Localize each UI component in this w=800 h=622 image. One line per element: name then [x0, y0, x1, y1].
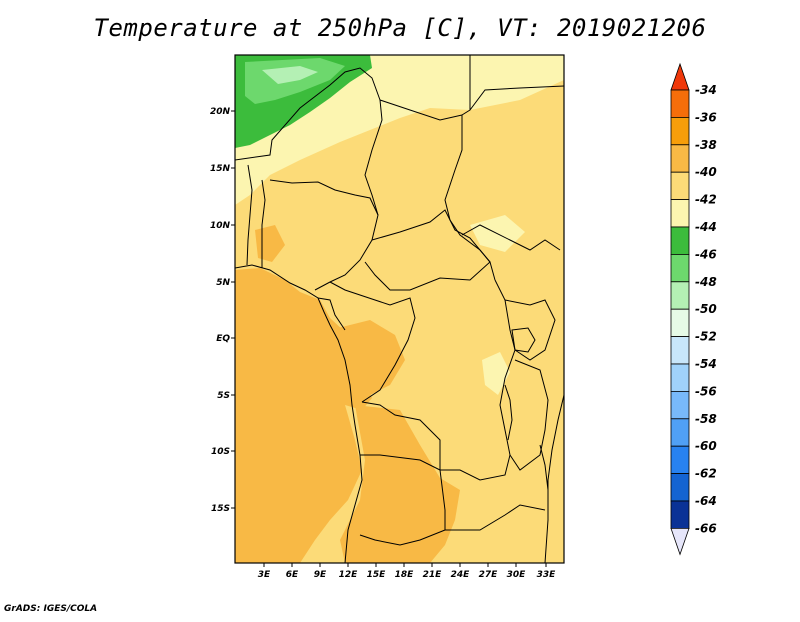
colorbar-segment: [670, 336, 690, 365]
lat-label: 20N: [210, 107, 231, 117]
colorbar-label: -44: [695, 220, 717, 234]
lon-label: 21E: [423, 570, 443, 580]
borders: [235, 55, 564, 563]
colorbar-segment: [670, 281, 690, 310]
colorbar-label: -42: [695, 193, 717, 207]
grads-credit: GrADS: IGES/COLA: [4, 604, 98, 614]
field-patch-lakes-42: [482, 352, 510, 395]
colorbar-segment: [670, 418, 690, 447]
colorbar-segment: [670, 473, 690, 502]
border-benin: [246, 164, 253, 266]
colorbar-segment: [670, 390, 690, 420]
colorbar-label: -64: [695, 494, 717, 508]
lon-label: 18E: [395, 570, 415, 580]
colorbar-label: -38: [695, 138, 717, 152]
lon-label: 9E: [314, 570, 327, 580]
colorbar-segment: [670, 89, 690, 118]
border-zambia-south: [445, 504, 546, 531]
border-congo-drc: [329, 281, 416, 403]
colorbar-label: -52: [695, 330, 717, 344]
colorbar-label: -46: [695, 247, 717, 261]
colorbar-segment: [670, 199, 690, 228]
field-band-48: [262, 66, 318, 84]
colorbar-segment: [670, 144, 690, 173]
lat-label: EQ: [216, 334, 230, 344]
field-band-38-south: [340, 405, 460, 563]
border-drc-east: [361, 279, 516, 481]
lake-malawi: [539, 444, 549, 491]
colorbar-label: -62: [695, 467, 717, 481]
colorbar-arrow-top: [670, 62, 690, 91]
lat-label: 10N: [210, 221, 231, 231]
lon-label: 6E: [286, 570, 299, 580]
colorbar-segment: [670, 363, 690, 392]
colorbar-segment: [670, 171, 690, 200]
colorbar-arrow-bottom: [670, 528, 690, 556]
lat-label: 10S: [211, 447, 230, 457]
colorbar-label: -58: [695, 412, 717, 426]
border-uganda-kenya: [504, 299, 556, 361]
border-nigeria-cameroon: [269, 179, 379, 291]
temperature-field: [235, 55, 564, 563]
lon-label: 27E: [479, 570, 499, 580]
colorbar-label: -54: [695, 357, 717, 371]
colorbar-segment: [670, 117, 690, 146]
colorbar-label: -56: [695, 384, 717, 398]
border-niger-chad: [379, 99, 463, 121]
border-sudan-south: [461, 224, 561, 251]
lake-victoria: [511, 327, 536, 353]
colorbar-segment: [670, 445, 690, 475]
colorbar-segment: [670, 500, 690, 529]
border-gabon-eq: [317, 297, 346, 331]
lon-label: 3E: [258, 570, 271, 580]
lat-label: 5S: [217, 391, 230, 401]
colorbar-label: -48: [695, 275, 717, 289]
lon-label: 30E: [507, 570, 527, 580]
border-north: [235, 67, 383, 216]
lake-tanganyika: [504, 384, 513, 441]
map-title: Temperature at 250hPa [C], VT: 201902120…: [93, 14, 707, 42]
border-west-nigeria: [261, 179, 266, 268]
map-frame: [234, 54, 565, 564]
colorbar-label: -40: [695, 165, 717, 179]
lon-label: 15E: [367, 570, 387, 580]
colorbar-segment: [670, 226, 690, 255]
colorbar-label: -36: [695, 110, 717, 124]
border-libya-egypt: [469, 85, 564, 111]
lon-axis: 3E 6E 9E 12E 15E 18E 21E 24E 27E 30E 33E: [258, 570, 556, 580]
border-angola-zambia: [359, 454, 446, 546]
lat-label: 15N: [210, 164, 231, 174]
colorbar-segment: [670, 253, 690, 283]
lat-ticks: [231, 110, 235, 509]
lon-label: 33E: [537, 570, 557, 580]
lat-axis: 20N 15N 10N 5N EQ 5S 10S 15S: [210, 107, 231, 514]
colorbar: -34 -36 -38 -40 -42 -44 -46 -48 -50 -52 -54 -56 -58 -…: [670, 62, 717, 556]
coast-east: [544, 394, 564, 563]
coastline-west: [235, 264, 363, 563]
lat-label: 5N: [216, 278, 230, 288]
colorbar-label: -34: [695, 83, 717, 97]
colorbar-label: -66: [695, 521, 717, 535]
lat-label: 15S: [211, 504, 230, 514]
lon-label: 24E: [451, 570, 471, 580]
colorbar-label: -50: [695, 302, 717, 316]
border-tanzania: [509, 359, 549, 471]
lon-ticks: [263, 563, 547, 567]
lon-label: 12E: [339, 570, 359, 580]
colorbar-segment: [670, 308, 690, 338]
border-car: [364, 209, 491, 291]
colorbar-label: -60: [695, 439, 717, 453]
